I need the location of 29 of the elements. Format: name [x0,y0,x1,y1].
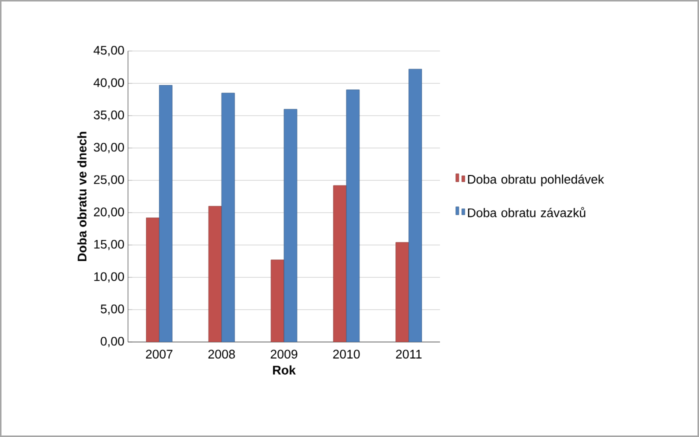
bar [396,242,409,342]
bar [159,85,172,342]
y-tick-label: 45,00 [94,46,124,56]
y-tick-label: 35,00 [94,110,124,121]
x-tick-label: 2008 [208,350,235,359]
x-tick-label: 2010 [333,350,360,359]
x-axis-title: Rok [273,365,296,375]
x-tick-label: 2009 [270,350,298,359]
x-tick-label: 2011 [396,350,422,359]
bar [146,218,160,342]
bar [221,92,235,342]
bar [408,68,422,342]
bar [333,185,347,342]
y-tick-label: 20,00 [94,208,124,218]
bar [284,109,298,342]
y-tick-label: 15,00 [94,240,124,250]
bar [346,90,360,342]
bar [270,260,284,342]
y-tick-label: 5,00 [100,304,124,315]
y-tick-label: 10,00 [94,272,124,282]
y-tick-label: 0,00 [100,336,124,348]
y-tick-label: 40,00 [94,78,124,88]
y-tick-label: 25,00 [94,175,124,186]
legend-label: Doba obratu závazků [468,207,586,218]
legend-label: Doba obratu pohledávek [468,174,604,186]
y-tick-label: 30,00 [94,142,124,154]
x-tick-label: 2007 [146,350,172,359]
bar [208,206,222,342]
y-axis-title: Doba obratu ve dnech [77,132,86,262]
